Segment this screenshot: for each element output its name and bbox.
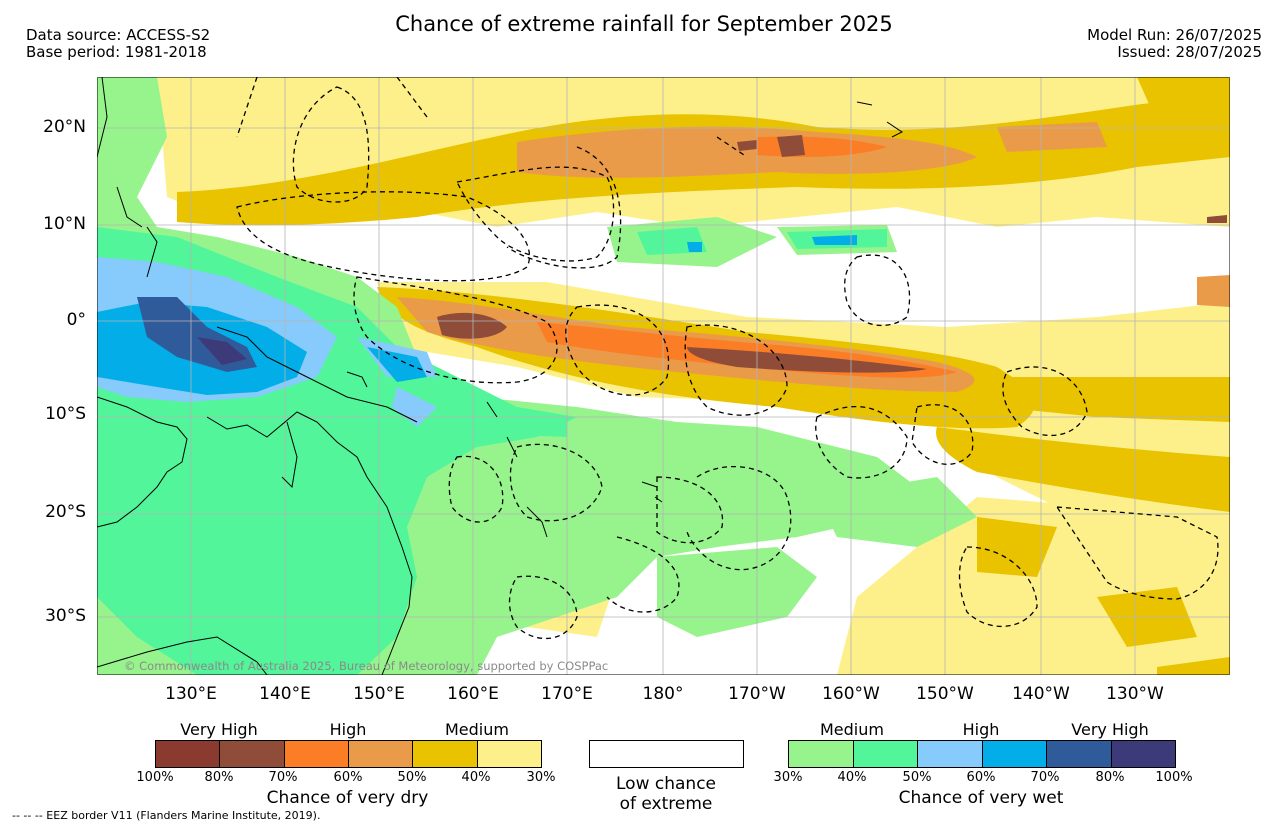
dry-tick-80: 80% (204, 770, 234, 785)
wet-legend-label: Chance of very wet (898, 788, 1064, 808)
dry-tick-40: 40% (461, 770, 491, 785)
wet-colorbar (788, 740, 1176, 768)
wet-swatch-60-70 (982, 741, 1047, 767)
wet-very-high-header: Very High (1071, 720, 1149, 739)
lon-label-140w: 140°W (1012, 684, 1070, 704)
wet-swatch-80-100 (1111, 741, 1175, 767)
lon-label-160e: 160°E (447, 684, 499, 704)
dry-swatch-100-80 (156, 741, 221, 767)
dry-tick-100: 100% (136, 770, 174, 785)
rainfall-map (97, 77, 1230, 675)
wet-tick-30: 30% (773, 770, 803, 785)
lat-label-20n: 20°N (43, 117, 86, 137)
lon-label-150e: 150°E (353, 684, 405, 704)
wet-high-header: High (962, 720, 1000, 739)
wet-swatch-50-60 (918, 741, 983, 767)
lon-label-140e: 140°E (259, 684, 311, 704)
lon-label-170e: 170°E (541, 684, 593, 704)
lon-label-180: 180° (642, 684, 684, 704)
lat-label-10n: 10°N (43, 214, 86, 234)
data-source-line: Data source: ACCESS-S2 (26, 26, 211, 44)
lon-label-170w: 170°W (728, 684, 786, 704)
wet-swatch-40-50 (853, 741, 918, 767)
low-chance-swatch (589, 740, 744, 768)
map-credit: © Commonwealth of Australia 2025, Bureau… (124, 659, 609, 673)
dry-tick-30: 30% (526, 770, 556, 785)
dry-legend-label: Chance of very dry (266, 788, 429, 808)
dry-swatch-80-70 (220, 741, 285, 767)
wet-tick-70: 70% (1030, 770, 1060, 785)
lon-label-130e: 130°E (165, 684, 217, 704)
base-period-line: Base period: 1981-2018 (26, 43, 207, 61)
eez-border-note: -- -- -- EEZ border V11 (Flanders Marine… (12, 809, 321, 822)
wet-medium-header: Medium (820, 720, 884, 739)
data-source-info: Data source: ACCESS-S2 Base period: 1981… (26, 27, 210, 61)
dry-tick-60: 60% (333, 770, 363, 785)
dry-medium-header: Medium (445, 720, 509, 739)
lon-label-130w: 130°W (1106, 684, 1164, 704)
lon-label-160w: 160°W (822, 684, 880, 704)
model-run-line: Model Run: 26/07/2025 (1087, 26, 1262, 44)
dry-swatch-40-30 (477, 741, 541, 767)
wet-tick-60: 60% (966, 770, 996, 785)
lat-label-20s: 20°S (45, 502, 86, 522)
dry-colorbar (155, 740, 542, 768)
map-grid (97, 77, 1230, 675)
dry-tick-50: 50% (397, 770, 427, 785)
wet-tick-50: 50% (902, 770, 932, 785)
lat-label-0: 0° (66, 310, 86, 330)
wet-swatch-30-40 (789, 741, 854, 767)
lon-label-150w: 150°W (916, 684, 974, 704)
wet-tick-100: 100% (1155, 770, 1193, 785)
wet-swatch-70-80 (1047, 741, 1112, 767)
lat-label-10s: 10°S (45, 404, 86, 424)
eez-borders (236, 77, 1219, 640)
map-frame (97, 77, 1230, 675)
dry-high-header: High (329, 720, 367, 739)
wet-very-high-upper-region (197, 337, 247, 365)
wet-tick-40: 40% (837, 770, 867, 785)
low-chance-label: Low chance of extreme (570, 774, 762, 814)
coastlines (97, 77, 903, 675)
wet-tick-80: 80% (1095, 770, 1125, 785)
dry-swatch-60-50 (348, 741, 414, 767)
low-chance-line2: of extreme (619, 794, 713, 814)
dry-swatch-50-40 (413, 741, 478, 767)
model-run-info: Model Run: 26/07/2025 Issued: 28/07/2025 (1087, 27, 1262, 61)
dry-very-high-header: Very High (180, 720, 258, 739)
issued-line: Issued: 28/07/2025 (1117, 43, 1262, 61)
map-title: Chance of extreme rainfall for September… (395, 12, 893, 36)
dry-swatch-70-60 (284, 741, 349, 767)
lat-label-30s: 30°S (45, 606, 86, 626)
dry-tick-70: 70% (268, 770, 298, 785)
low-chance-line1: Low chance (616, 774, 716, 794)
dry-very-high-region (437, 135, 1227, 373)
